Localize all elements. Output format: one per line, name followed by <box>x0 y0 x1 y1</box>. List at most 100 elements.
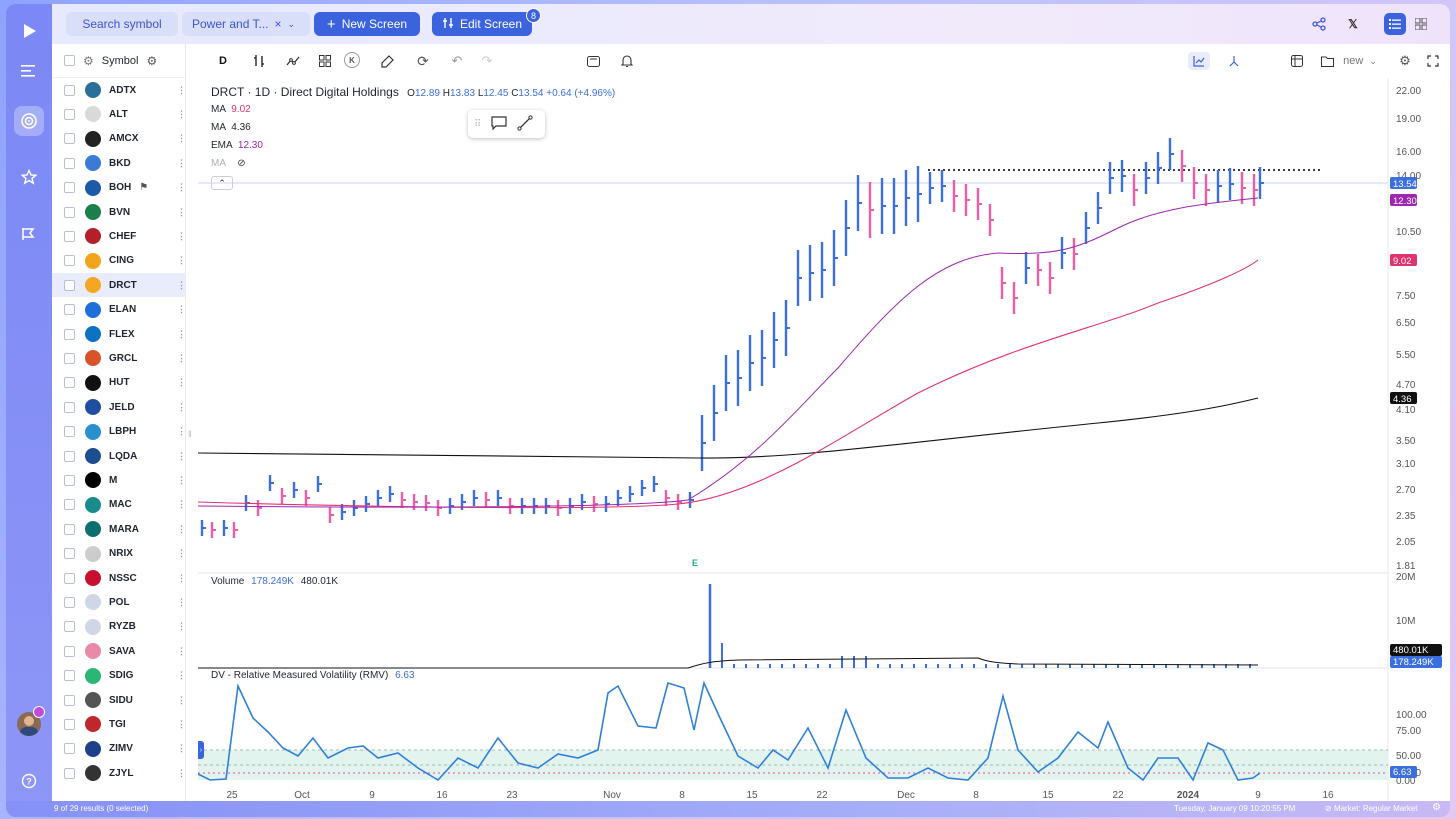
row-checkbox[interactable] <box>64 401 75 413</box>
row-checkbox[interactable] <box>64 694 75 706</box>
list-item[interactable]: SDIG ⋮ <box>52 664 186 688</box>
row-menu-icon[interactable]: ⋮ <box>177 767 186 778</box>
share-icon[interactable] <box>1308 13 1330 35</box>
row-menu-icon[interactable]: ⋮ <box>177 157 186 168</box>
list-item[interactable]: ZJYL ⋮ <box>52 761 186 785</box>
drag-handle-icon[interactable]: ⠿ <box>474 118 482 130</box>
list-settings-icon[interactable]: ⚙ <box>83 53 94 68</box>
indicator-legend-item[interactable]: MA ⊘ <box>211 158 263 176</box>
list-item[interactable]: ELAN ⋮ <box>52 298 186 322</box>
row-menu-icon[interactable]: ⋮ <box>177 499 186 510</box>
list-item[interactable]: GRCL ⋮ <box>52 346 186 370</box>
list-view-icon[interactable] <box>1384 13 1406 35</box>
trendline-icon[interactable] <box>517 114 533 134</box>
compare-icon[interactable] <box>1224 52 1244 70</box>
new-screen-button[interactable]: + New Screen <box>314 12 420 36</box>
row-checkbox[interactable] <box>64 230 75 242</box>
alert-bell-icon[interactable] <box>618 52 636 70</box>
row-menu-icon[interactable]: ⋮ <box>177 694 186 705</box>
price-chart[interactable]: 22.00 19.00 16.00 14.00 10.50 7.50 6.50 5.50 4.7… <box>198 78 1450 801</box>
list-item[interactable]: RYZB ⋮ <box>52 615 186 639</box>
list-item[interactable]: BVN ⋮ <box>52 200 186 224</box>
list-item[interactable]: AMCX ⋮ <box>52 127 186 151</box>
eraser-icon[interactable] <box>378 52 396 70</box>
screener-radar-icon[interactable] <box>14 106 44 136</box>
templates-icon[interactable] <box>316 52 334 70</box>
list-item[interactable]: DRCT ⋮ <box>52 273 186 298</box>
help-icon[interactable]: ? <box>14 766 44 796</box>
undo-icon[interactable]: ↶ <box>451 53 463 68</box>
row-checkbox[interactable] <box>64 474 75 486</box>
row-menu-icon[interactable]: ⋮ <box>177 108 186 119</box>
row-menu-icon[interactable]: ⋮ <box>177 328 186 339</box>
indicator-legend-item[interactable]: MA 4.36 <box>211 122 263 140</box>
row-menu-icon[interactable]: ⋮ <box>177 450 186 461</box>
indicator-legend-item[interactable]: MA 9.02 <box>211 104 263 122</box>
chart-type-active-icon[interactable] <box>1188 52 1210 70</box>
row-menu-icon[interactable]: ⋮ <box>177 718 186 729</box>
snapshot-icon[interactable] <box>584 52 602 70</box>
list-item[interactable]: CHEF ⋮ <box>52 224 186 248</box>
row-menu-icon[interactable]: ⋮ <box>177 743 186 754</box>
list-item[interactable]: SIDU ⋮ <box>52 688 186 712</box>
interval-button[interactable]: D <box>219 55 227 67</box>
bar-style-icon[interactable] <box>250 52 268 70</box>
k-label-icon[interactable]: K <box>344 52 360 68</box>
row-menu-icon[interactable]: ⋮ <box>177 206 186 217</box>
row-checkbox[interactable] <box>64 499 75 511</box>
row-menu-icon[interactable]: ⋮ <box>177 426 186 437</box>
indicator-legend-item[interactable]: EMA 12.30 <box>211 140 263 158</box>
row-menu-icon[interactable]: ⋮ <box>177 596 186 607</box>
list-item[interactable]: MARA ⋮ <box>52 517 186 541</box>
list-item[interactable]: ZIMV ⋮ <box>52 737 186 761</box>
row-checkbox[interactable] <box>64 596 75 608</box>
row-menu-icon[interactable]: ⋮ <box>177 84 186 95</box>
row-checkbox[interactable] <box>64 377 75 389</box>
row-checkbox[interactable] <box>64 743 75 755</box>
chart-settings-icon[interactable]: ⚙ <box>1399 53 1411 68</box>
list-item[interactable]: JELD ⋮ <box>52 395 186 419</box>
row-checkbox[interactable] <box>64 621 75 633</box>
row-menu-icon[interactable]: ⋮ <box>177 621 186 632</box>
row-checkbox[interactable] <box>64 206 75 218</box>
row-checkbox[interactable] <box>64 572 75 584</box>
row-menu-icon[interactable]: ⋮ <box>177 304 186 315</box>
logo-play-icon[interactable] <box>14 16 44 46</box>
layout-icon[interactable] <box>1288 52 1306 70</box>
pane-resize-handle[interactable]: ‖ <box>188 429 192 439</box>
menu-icon[interactable] <box>14 56 44 86</box>
indicators-icon[interactable] <box>284 52 302 70</box>
row-menu-icon[interactable]: ⋮ <box>177 474 186 485</box>
row-checkbox[interactable] <box>64 426 75 438</box>
row-menu-icon[interactable]: ⋮ <box>177 279 186 290</box>
list-item[interactable]: ALT ⋮ <box>52 102 186 126</box>
list-item[interactable]: HUT ⋮ <box>52 371 186 395</box>
row-checkbox[interactable] <box>64 328 75 340</box>
row-checkbox[interactable] <box>64 157 75 169</box>
symbol-column-header[interactable]: Symbol <box>101 54 139 67</box>
list-item[interactable]: SAVA ⋮ <box>52 639 186 663</box>
row-menu-icon[interactable]: ⋮ <box>177 255 186 266</box>
row-menu-icon[interactable]: ⋮ <box>177 377 186 388</box>
hidden-eye-icon[interactable]: ⊘ <box>237 158 246 169</box>
row-menu-icon[interactable]: ⋮ <box>177 548 186 559</box>
row-menu-icon[interactable]: ⋮ <box>177 645 186 656</box>
expand-panel-handle[interactable]: › <box>198 741 204 759</box>
edit-screen-button[interactable]: Edit Screen <box>432 12 532 36</box>
scan-flag-icon[interactable] <box>14 219 44 249</box>
row-checkbox[interactable] <box>64 645 75 657</box>
row-checkbox[interactable] <box>64 279 75 291</box>
row-menu-icon[interactable]: ⋮ <box>177 401 186 412</box>
select-all-checkbox[interactable] <box>64 55 75 66</box>
row-menu-icon[interactable]: ⋮ <box>177 182 186 193</box>
list-item[interactable]: CING ⋮ <box>52 249 186 273</box>
list-item[interactable]: BOH ⚑ ⋮ <box>52 176 186 200</box>
settings-icon[interactable]: ⚙ <box>1432 802 1441 813</box>
flag-icon[interactable]: ⚑ <box>139 182 149 194</box>
row-menu-icon[interactable]: ⋮ <box>177 523 186 534</box>
x-social-icon[interactable]: 𝕏 <box>1348 17 1358 31</box>
list-item[interactable]: TGI ⋮ <box>52 712 186 736</box>
row-menu-icon[interactable]: ⋮ <box>177 230 186 241</box>
row-checkbox[interactable] <box>64 548 75 560</box>
avatar[interactable] <box>17 712 41 736</box>
